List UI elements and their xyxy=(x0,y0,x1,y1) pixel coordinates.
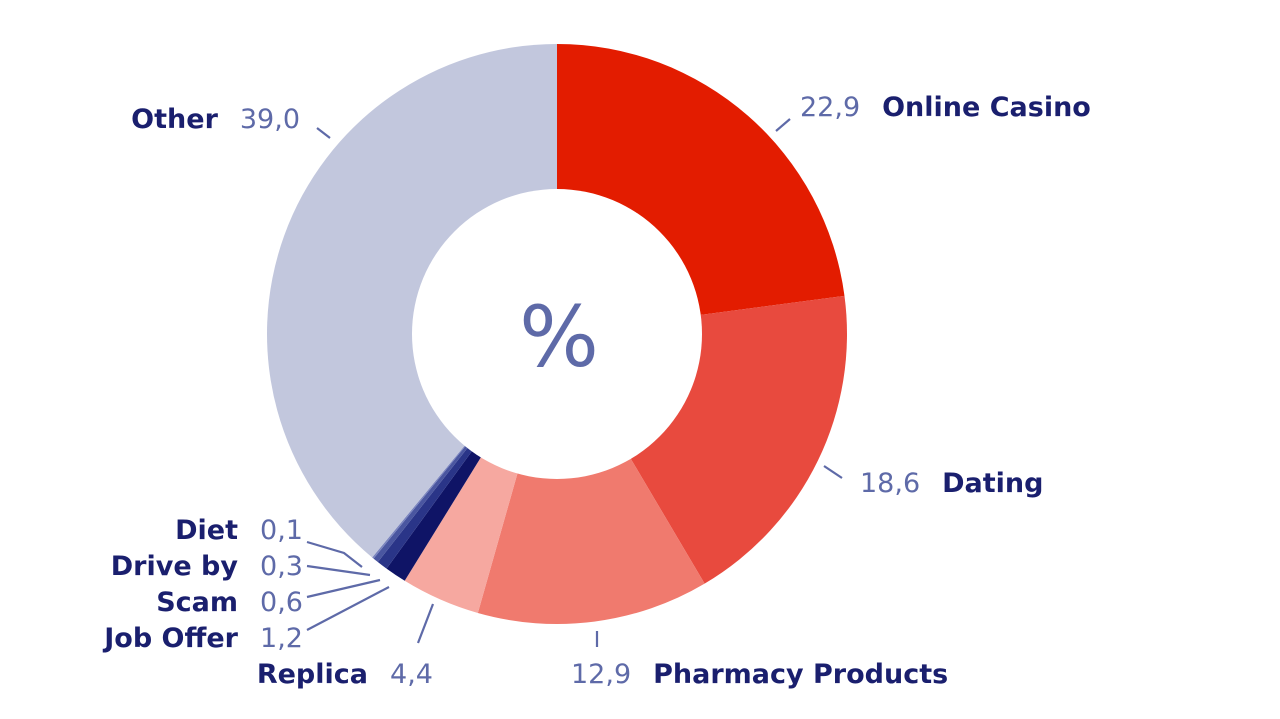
category-label-scam: Scam xyxy=(156,587,238,618)
value-label-online-casino: 22,9 xyxy=(800,92,860,123)
leader-line-drive-by xyxy=(306,564,371,577)
slice-pharmacy-products xyxy=(477,334,705,625)
leader-line-online-casino xyxy=(775,118,791,132)
value-label-diet: 0,1 xyxy=(260,515,303,546)
leader-lines xyxy=(306,118,843,647)
leader-line-replica xyxy=(416,603,435,644)
slice-labels: 22,9 Online Casino 18,6 Dating 12,9 Pharmacy … xyxy=(102,92,1091,690)
value-label-dating: 18,6 xyxy=(860,468,920,499)
value-label-pharmacy-products: 12,9 xyxy=(571,659,631,690)
value-label-drive-by: 0,3 xyxy=(260,551,303,582)
value-label-replica: 4,4 xyxy=(390,659,433,690)
leader-line-other xyxy=(316,127,331,139)
value-label-scam: 0,6 xyxy=(260,587,303,618)
category-label-replica: Replica xyxy=(257,659,368,690)
category-label-other: Other xyxy=(131,104,218,135)
donut-hole xyxy=(412,189,702,479)
category-label-online-casino: Online Casino xyxy=(882,92,1091,123)
center-label: % xyxy=(519,288,599,386)
slice-other xyxy=(267,43,557,558)
category-label-diet: Diet xyxy=(175,515,238,546)
leader-line-dating xyxy=(823,465,843,479)
leader-line-scam xyxy=(306,578,381,599)
category-label-drive-by: Drive by xyxy=(111,551,239,582)
category-label-pharmacy-products: Pharmacy Products xyxy=(653,659,948,690)
leader-line-diet xyxy=(306,540,363,568)
value-label-job-offer: 1,2 xyxy=(260,623,303,654)
value-label-other: 39,0 xyxy=(240,104,300,135)
category-label-dating: Dating xyxy=(942,468,1043,499)
category-label-job-offer: Job Offer xyxy=(102,623,238,654)
leader-line-job-offer xyxy=(306,586,390,631)
